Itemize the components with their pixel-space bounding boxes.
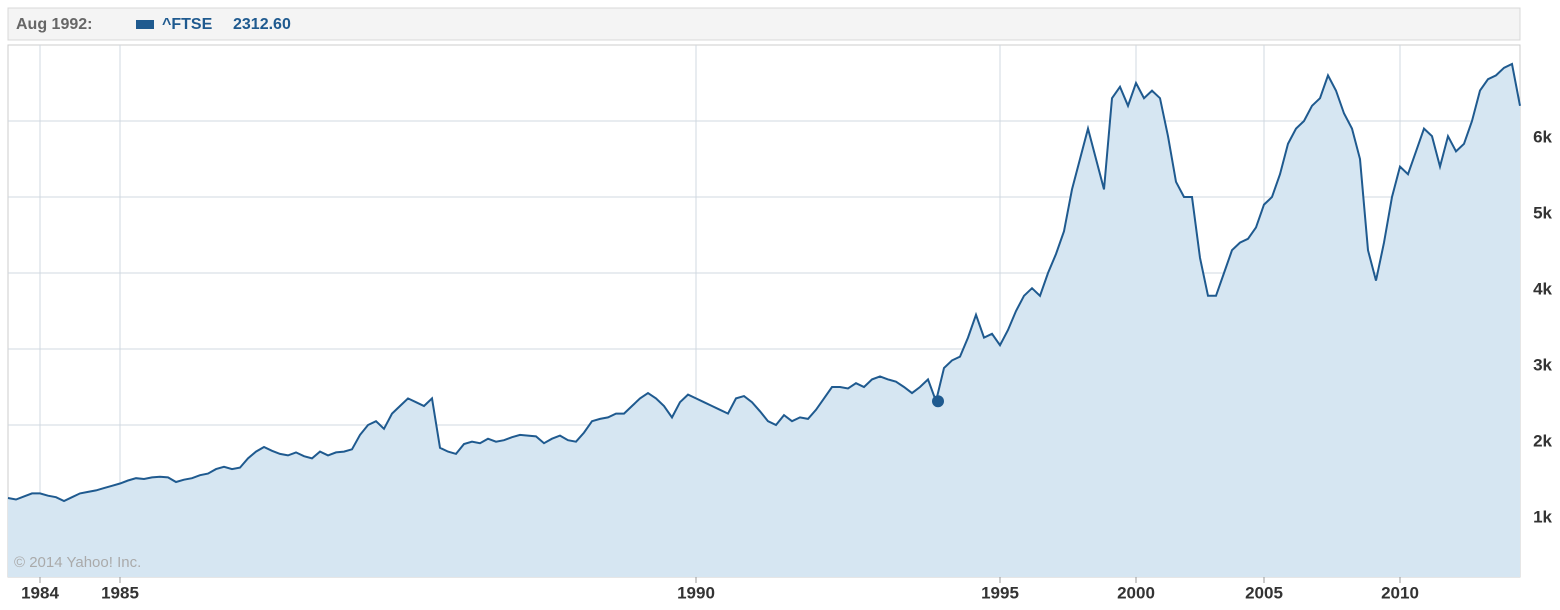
hover-value: 2312.60 — [233, 16, 291, 33]
y-tick-label: 3k — [1533, 355, 1552, 374]
legend-name: ^FTSE — [162, 16, 213, 33]
area-fill — [8, 64, 1520, 577]
copyright: © 2014 Yahoo! Inc. — [14, 554, 141, 571]
x-tick-label: 2000 — [1117, 583, 1155, 602]
legend-swatch — [136, 20, 154, 29]
x-tick-label: 2005 — [1245, 583, 1283, 602]
y-tick-label: 6k — [1533, 127, 1552, 146]
y-tick-label: 1k — [1533, 507, 1552, 526]
x-tick-label: 1985 — [101, 583, 139, 602]
header-bar — [7, 7, 1521, 41]
hover-date: Aug 1992: — [16, 16, 92, 33]
x-tick-label: 1995 — [981, 583, 1019, 602]
x-tick-label: 2010 — [1381, 583, 1419, 602]
x-tick-label: 1990 — [677, 583, 715, 602]
line — [7, 62, 1521, 503]
y-tick-label: 4k — [1533, 279, 1552, 298]
x-tick-label: 1984 — [21, 583, 59, 602]
y-tick-label: 2k — [1533, 431, 1552, 450]
hover-marker — [932, 395, 944, 408]
y-tick-label: 5k — [1533, 203, 1552, 222]
